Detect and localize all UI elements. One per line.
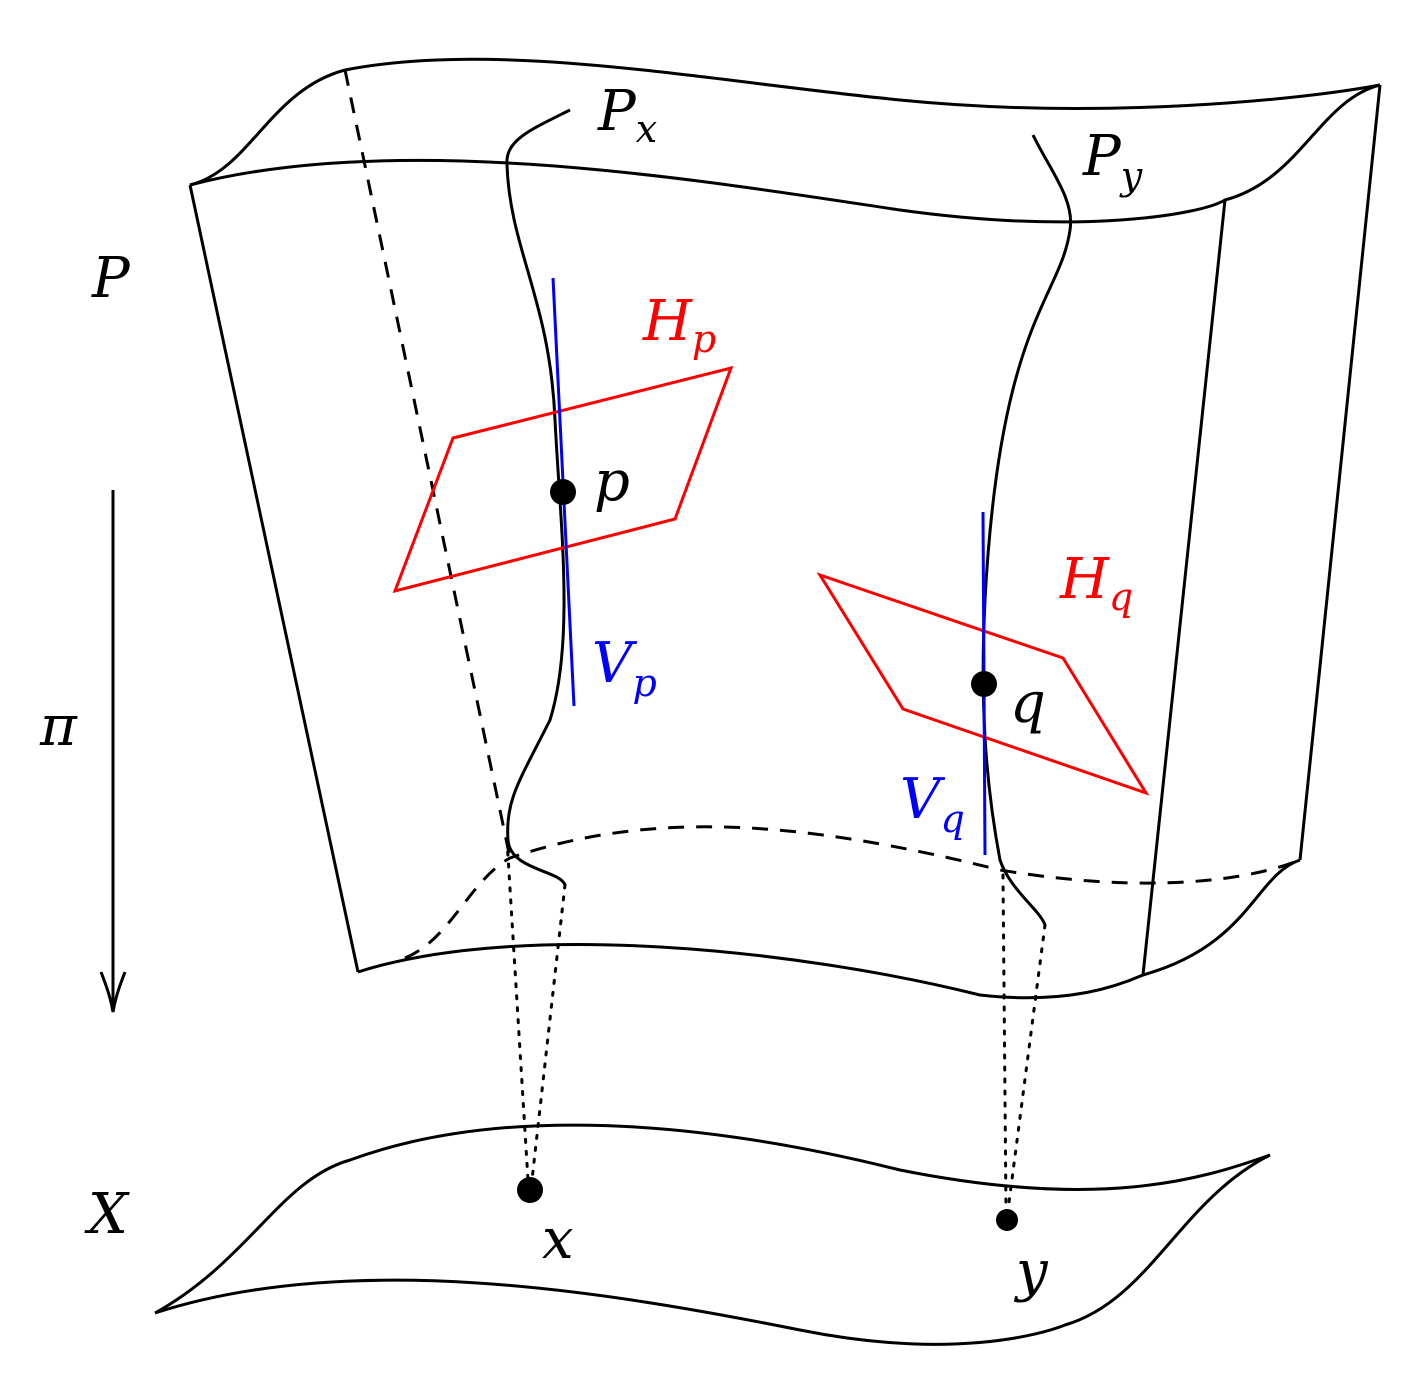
front-top-edge bbox=[189, 83, 1381, 224]
arrowhead-icon bbox=[99, 971, 127, 1013]
hidden-left-edge bbox=[343, 69, 512, 859]
horizontal-plane-Hq bbox=[816, 572, 1150, 796]
fiber-Py bbox=[981, 134, 1073, 926]
hidden-bottom-edge bbox=[404, 825, 1301, 960]
label-pi: π bbox=[39, 694, 78, 759]
base-top-edge bbox=[154, 1123, 1271, 1315]
label-P: P bbox=[91, 246, 131, 311]
point-q bbox=[971, 671, 997, 697]
point-y bbox=[996, 1209, 1018, 1231]
label-x: x bbox=[542, 1207, 574, 1272]
horizontal-plane-Hp bbox=[392, 365, 734, 594]
label-Py: Py bbox=[1082, 124, 1143, 198]
left-top-fold bbox=[189, 68, 346, 187]
inner-right-edge bbox=[1141, 199, 1227, 976]
label-Px: Px bbox=[597, 79, 657, 151]
label-X: X bbox=[84, 1182, 130, 1247]
total-space-P bbox=[188, 57, 1382, 1000]
label-q: q bbox=[1010, 671, 1046, 736]
label-Hq: Hq bbox=[1059, 547, 1133, 619]
label-y: y bbox=[1013, 1239, 1049, 1304]
point-p bbox=[550, 479, 576, 505]
point-x bbox=[517, 1177, 543, 1203]
projection-arrow bbox=[99, 490, 127, 1013]
front-bottom-edge bbox=[357, 858, 1301, 1000]
base-space-X bbox=[154, 1123, 1271, 1346]
base-bottom-edge bbox=[154, 1153, 1271, 1346]
back-top-edge bbox=[344, 57, 1381, 110]
projection-lines bbox=[505, 838, 1047, 1212]
label-Hp: Hp bbox=[642, 289, 716, 361]
right-edge bbox=[1298, 84, 1382, 861]
label-Vq: Vq bbox=[900, 767, 965, 841]
left-edge bbox=[188, 184, 360, 973]
label-Vp: Vp bbox=[592, 631, 657, 705]
label-p: p bbox=[594, 449, 630, 514]
